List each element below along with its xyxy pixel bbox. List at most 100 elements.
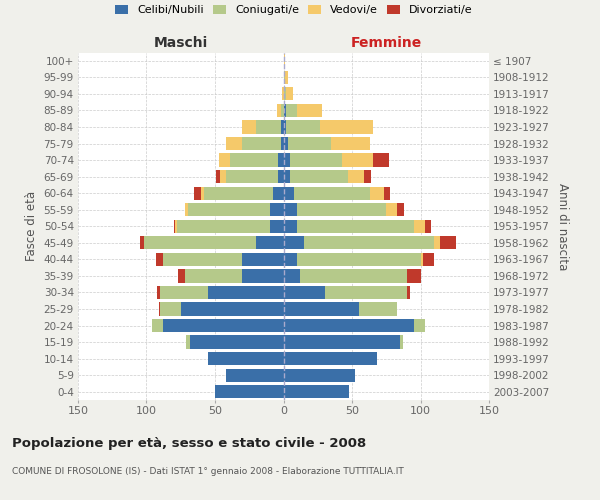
Bar [157, 286, 160, 299]
Text: Popolazione per età, sesso e stato civile - 2008: Popolazione per età, sesso e stato civil… [12, 438, 366, 450]
Bar [160, 302, 181, 316]
Bar [440, 236, 456, 250]
Bar [159, 302, 160, 316]
Bar [242, 120, 256, 134]
Bar [282, 87, 284, 101]
Bar [272, 186, 284, 200]
Bar [178, 270, 185, 282]
Bar [284, 319, 413, 332]
Bar [284, 302, 359, 316]
Bar [219, 154, 230, 166]
Bar [386, 203, 397, 216]
Bar [284, 120, 286, 134]
Bar [174, 220, 175, 233]
Bar [284, 252, 297, 266]
Bar [300, 270, 407, 282]
Bar [284, 270, 300, 282]
Bar [348, 170, 364, 183]
Bar [256, 120, 281, 134]
Bar [190, 336, 284, 348]
Bar [202, 186, 204, 200]
Bar [286, 87, 293, 101]
Bar [284, 385, 349, 398]
Bar [281, 104, 284, 117]
Bar [208, 286, 284, 299]
Bar [320, 120, 373, 134]
Bar [423, 252, 434, 266]
Bar [284, 352, 377, 365]
Bar [163, 319, 284, 332]
Bar [284, 220, 297, 233]
Bar [290, 170, 348, 183]
Bar [284, 286, 325, 299]
Bar [230, 154, 278, 166]
Y-axis label: Fasce di età: Fasce di età [25, 191, 38, 262]
Bar [287, 137, 331, 150]
Bar [242, 137, 281, 150]
Bar [407, 286, 410, 299]
Bar [284, 70, 285, 84]
Bar [278, 170, 284, 183]
Bar [215, 385, 284, 398]
Bar [284, 137, 287, 150]
Bar [226, 170, 278, 183]
Bar [400, 336, 403, 348]
Bar [185, 203, 188, 216]
Bar [284, 54, 285, 68]
Bar [325, 286, 407, 299]
Bar [284, 236, 304, 250]
Bar [186, 336, 190, 348]
Bar [181, 302, 284, 316]
Bar [285, 70, 287, 84]
Bar [284, 154, 290, 166]
Bar [421, 252, 423, 266]
Bar [297, 104, 322, 117]
Bar [226, 368, 284, 382]
Bar [297, 252, 421, 266]
Bar [295, 186, 370, 200]
Bar [281, 137, 284, 150]
Bar [176, 220, 270, 233]
Bar [407, 270, 421, 282]
Y-axis label: Anni di nascita: Anni di nascita [556, 182, 569, 270]
Bar [226, 137, 242, 150]
Bar [425, 220, 431, 233]
Bar [383, 186, 391, 200]
Legend: Celibi/Nubili, Coniugati/e, Vedovi/e, Divorziati/e: Celibi/Nubili, Coniugati/e, Vedovi/e, Di… [111, 0, 477, 20]
Bar [175, 220, 176, 233]
Bar [140, 236, 144, 250]
Bar [413, 220, 425, 233]
Bar [217, 170, 220, 183]
Bar [286, 120, 320, 134]
Bar [297, 220, 413, 233]
Bar [188, 203, 270, 216]
Bar [144, 236, 256, 250]
Bar [434, 236, 440, 250]
Bar [152, 319, 163, 332]
Bar [284, 368, 355, 382]
Bar [284, 104, 286, 117]
Bar [284, 336, 400, 348]
Bar [297, 203, 386, 216]
Bar [278, 154, 284, 166]
Bar [270, 220, 284, 233]
Bar [359, 302, 397, 316]
Bar [208, 352, 284, 365]
Bar [397, 203, 404, 216]
Text: Femmine: Femmine [350, 36, 422, 50]
Bar [413, 319, 425, 332]
Bar [156, 252, 163, 266]
Bar [163, 252, 242, 266]
Bar [286, 104, 297, 117]
Text: Maschi: Maschi [154, 36, 208, 50]
Bar [343, 154, 373, 166]
Bar [284, 170, 290, 183]
Bar [331, 137, 370, 150]
Bar [373, 154, 389, 166]
Bar [370, 186, 383, 200]
Bar [185, 270, 242, 282]
Bar [284, 186, 295, 200]
Bar [242, 252, 284, 266]
Bar [284, 203, 297, 216]
Bar [284, 87, 286, 101]
